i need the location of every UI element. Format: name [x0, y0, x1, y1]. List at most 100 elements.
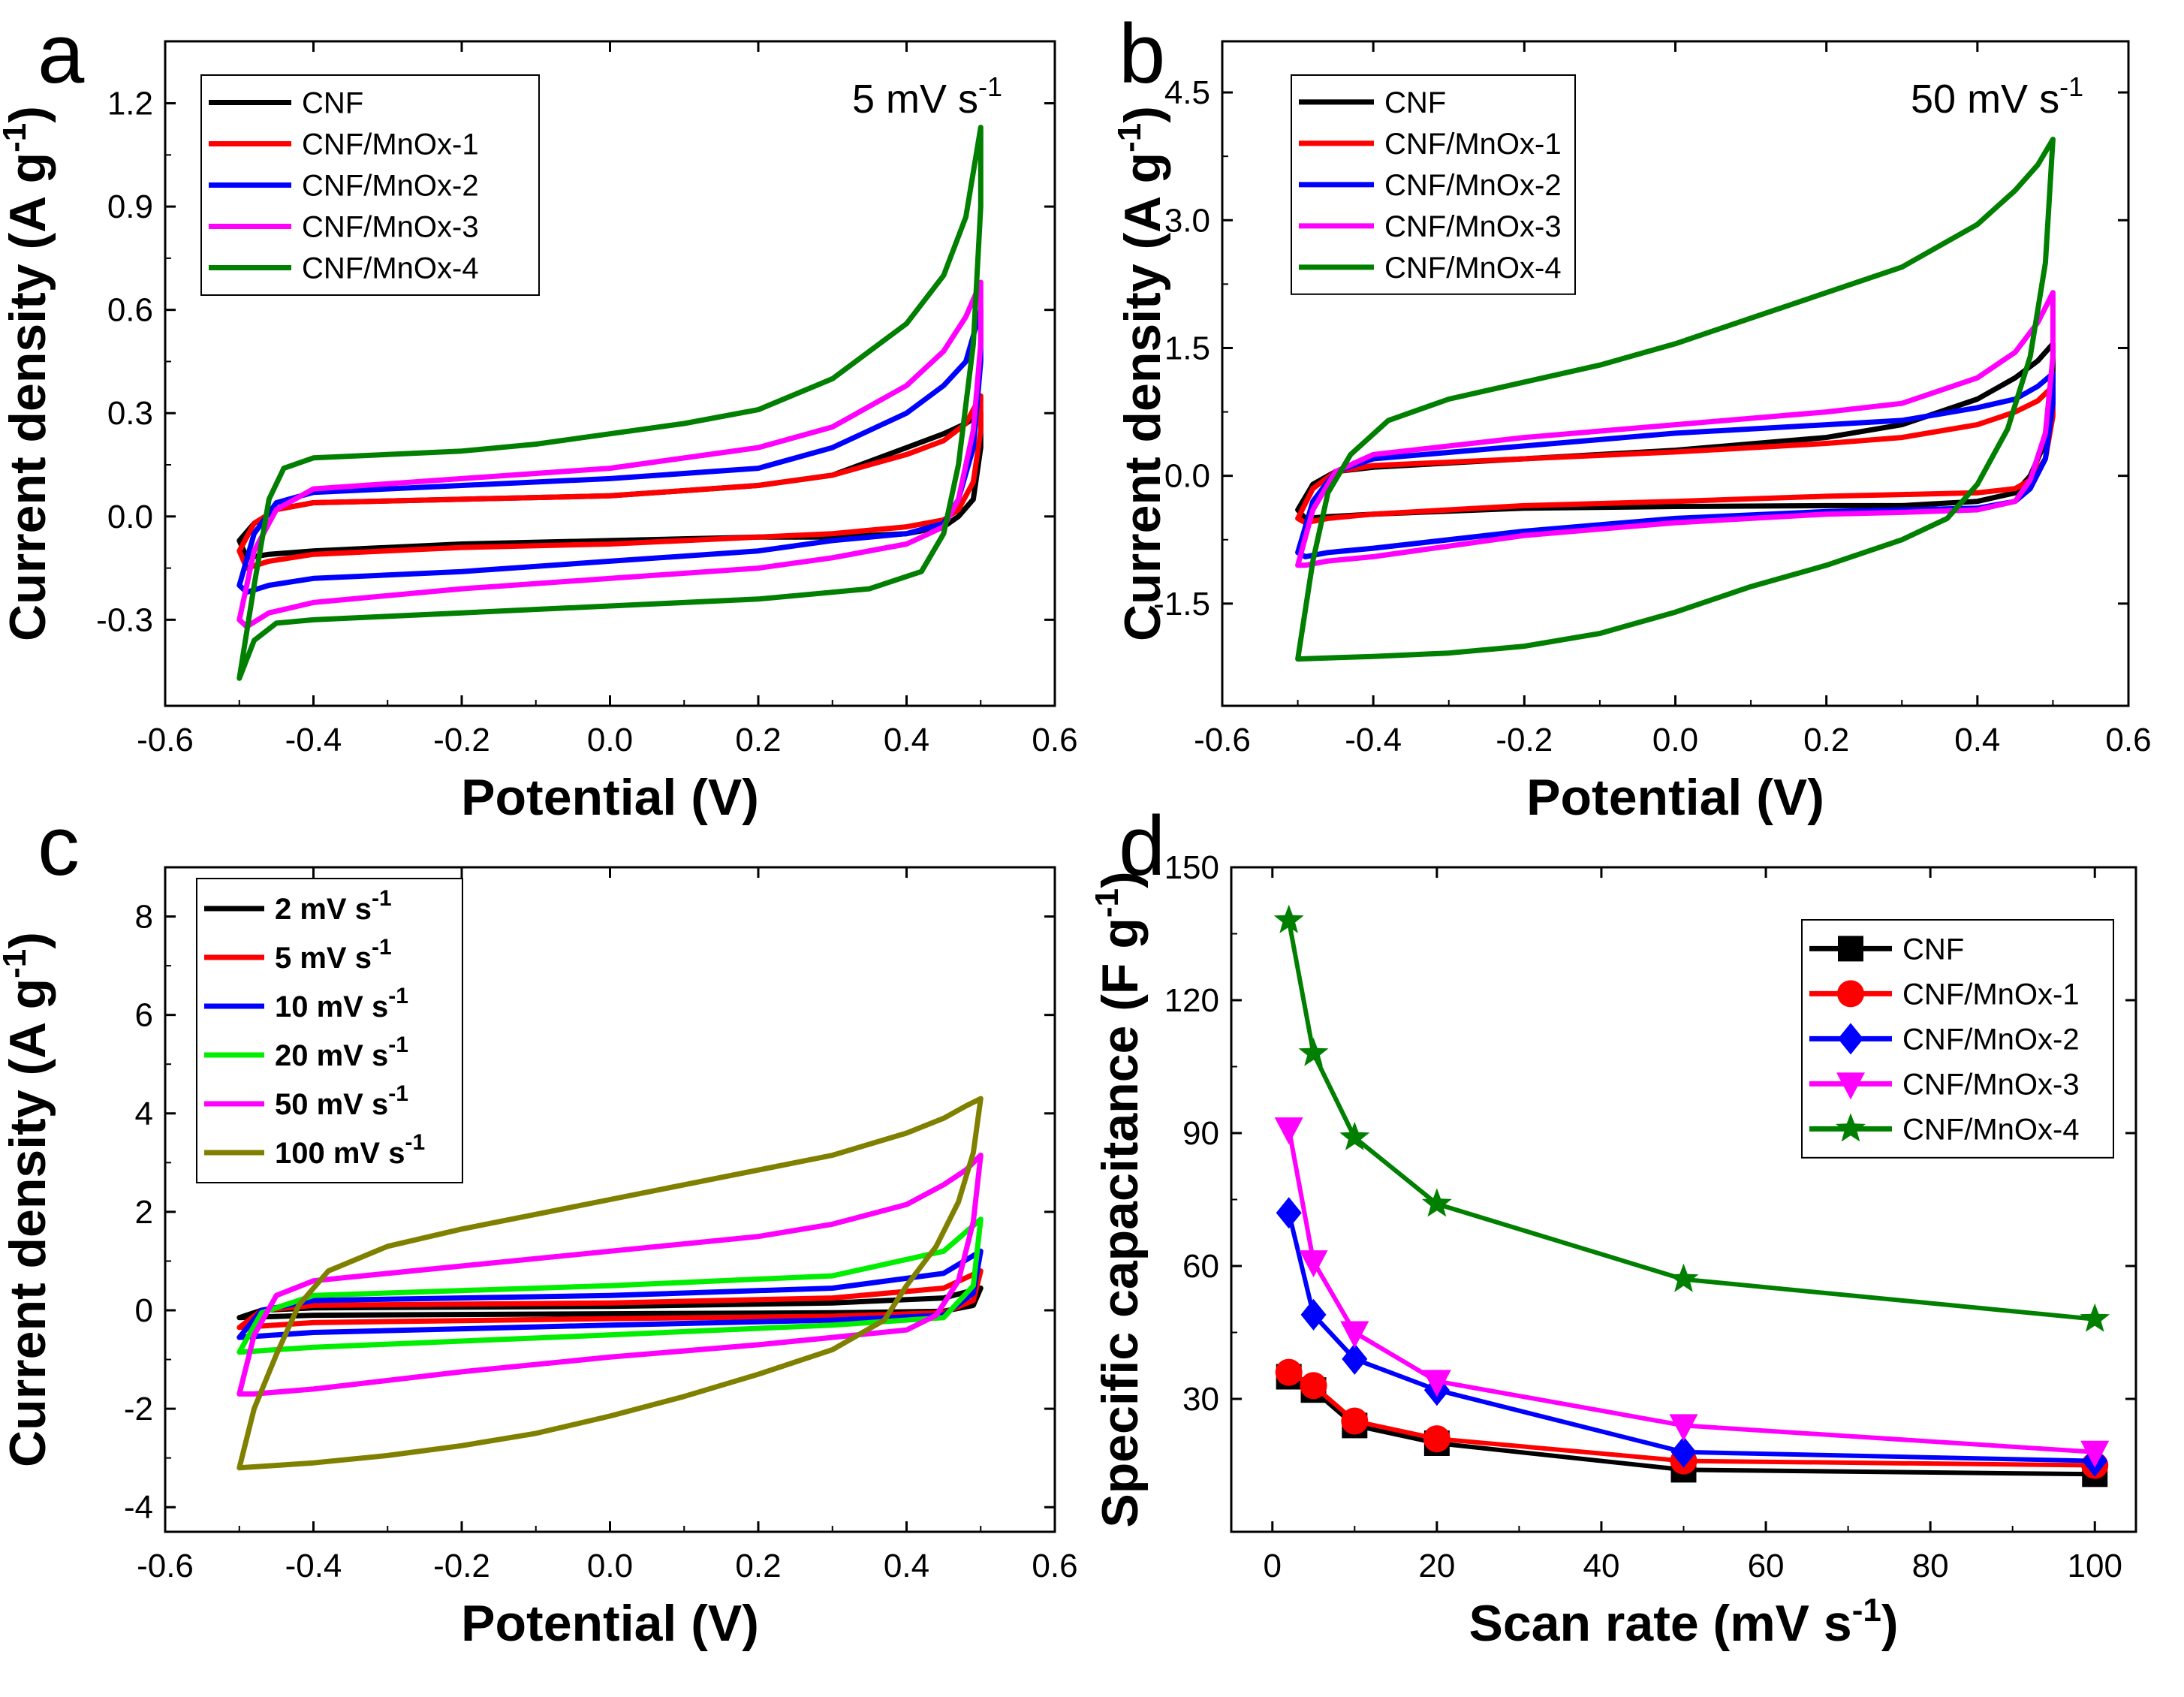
y-axis-title-end: ): [0, 932, 56, 949]
x-tick-label: 60: [1748, 1548, 1785, 1584]
y-axis-title-sup: -1: [1111, 123, 1148, 152]
legend-item: CNF/MnOx-1: [209, 128, 479, 161]
data-point: [1299, 1250, 1328, 1278]
panel-b: -0.6 -0.4 -0.2 0.0 0.2 0.4 0.6 -1.5 0.0 1.5 3.0 4.5…: [1111, 7, 2152, 826]
legend-label: 50 mV s-1: [275, 1081, 408, 1121]
series-cnf-mnox-4: [1295, 137, 2056, 662]
y-axis-title-text: Current density (A g: [0, 978, 56, 1467]
legend-label-text: CNF: [1902, 933, 1964, 966]
x-tick-label: 0.6: [1032, 722, 1077, 758]
x-tick-label: 0.2: [735, 1548, 781, 1584]
legend-label: CNF/MnOx-2: [1384, 169, 1562, 202]
y-tick-label: 90: [1182, 1115, 1219, 1152]
y-tick-label: 4.5: [1164, 74, 1210, 111]
legend-label-text: CNF/MnOx-4: [1902, 1113, 2080, 1146]
legend-label-text: CNF/MnOx-4: [1384, 252, 1562, 285]
data-point: [1275, 1358, 1303, 1386]
legend-label-text: 10 mV s: [275, 990, 388, 1023]
x-tick-label: -0.4: [285, 722, 342, 758]
data-point: [1273, 904, 1304, 933]
series-line: [236, 1216, 984, 1355]
x-axis-title-text: Potential (V): [461, 1595, 759, 1652]
data-point: [1274, 1117, 1303, 1145]
legend-label-sup: -1: [372, 935, 392, 960]
y-tick-label: 150: [1164, 849, 1219, 886]
data-point: [2080, 1303, 2110, 1332]
panel-letter: b: [1119, 7, 1165, 101]
y-tick-label: 0.3: [107, 395, 153, 432]
legend-label-text: CNF: [1384, 86, 1446, 119]
legend-label-text: 100 mV s: [275, 1137, 405, 1170]
series-20-mv-s: [236, 1216, 984, 1355]
legend-label-text: CNF/MnOx-3: [302, 211, 479, 244]
y-tick-label: -2: [124, 1391, 153, 1427]
legend: CNF CNF/MnOx-1 CNF/MnOx-2 CNF/MnOx-3 CNF/MnO…: [200, 74, 540, 296]
legend-item: CNF: [1299, 86, 1446, 119]
data-point: [1421, 1188, 1452, 1217]
x-tick-label: 20: [1418, 1548, 1455, 1584]
y-tick-label: 60: [1182, 1248, 1219, 1285]
legend-label-sup: -1: [388, 984, 408, 1008]
y-axis-title-end: ): [1092, 871, 1149, 888]
x-tick-label: 0: [1264, 1548, 1282, 1584]
data-point: [1340, 1321, 1369, 1349]
data-point: [1423, 1425, 1450, 1453]
data-point: [1300, 1372, 1327, 1400]
legend-label-text: CNF/MnOx-3: [1384, 210, 1562, 243]
legend-label: 100 mV s-1: [275, 1130, 425, 1170]
data-point: [1669, 1414, 1698, 1442]
y-tick-label: 0: [135, 1292, 153, 1329]
y-tick-label: 4: [135, 1096, 153, 1132]
legend-label-text: 5 mV s: [275, 942, 372, 975]
series-line: [1295, 137, 2056, 662]
y-axis-title-sup: -1: [1089, 888, 1125, 918]
series-line: [1295, 290, 2056, 568]
legend-item: CNF/MnOx-2: [209, 170, 479, 203]
x-tick-label: -0.6: [1194, 722, 1251, 758]
y-tick-label: -0.3: [96, 601, 153, 638]
y-tick-label: 2: [135, 1194, 153, 1231]
y-axis-title: Current density (A g-1): [0, 106, 56, 641]
x-tick-label: 0.2: [735, 722, 781, 758]
series-line: [236, 279, 984, 629]
legend-item: 2 mV s-1: [204, 886, 392, 926]
legend-item: CNF/MnOx-3: [1299, 210, 1562, 243]
y-tick-label: 120: [1164, 982, 1219, 1019]
panels: -0.6 -0.4 -0.2 0.0 0.2 0.4 0.6 -0.3 0.0 0.3 0.6 0.9…: [0, 7, 2152, 1652]
series-line: [236, 1248, 984, 1340]
x-tick-label: -0.6: [137, 1548, 194, 1584]
x-tick-label: 0.0: [587, 722, 633, 758]
x-axis-title: Potential (V): [461, 1595, 759, 1652]
data-point: [1339, 1121, 1370, 1150]
legend-label-text: 20 mV s: [275, 1039, 388, 1072]
series-10-mv-s: [236, 1248, 984, 1340]
legend-marker: [1837, 980, 1864, 1008]
x-tick-label: -0.2: [433, 1548, 490, 1584]
legend-item: CNF/MnOx-4: [209, 252, 479, 285]
x-tick-label: -0.2: [1496, 722, 1553, 758]
legend-label-sup: -1: [388, 1032, 408, 1057]
series-cnf-mnox-3: [236, 279, 984, 629]
legend-item: 20 mV s-1: [204, 1032, 408, 1072]
series-line: [236, 125, 984, 681]
y-tick-label: -1.5: [1153, 586, 1210, 622]
data-point: [1300, 1298, 1327, 1331]
legend-marker: [1838, 1023, 1863, 1055]
series-100-mv-s: [236, 1096, 984, 1471]
legend-item: CNF/MnOx-3: [209, 211, 479, 244]
x-axis-title-text: Scan rate (mV s: [1469, 1595, 1851, 1652]
legend-label-text: CNF/MnOx-1: [1384, 128, 1562, 161]
data-point: [1670, 1436, 1697, 1468]
legend-item: CNF/MnOx-2: [1299, 169, 1562, 202]
legend-label-text: CNF/MnOx-3: [1902, 1068, 2080, 1101]
legend-label: CNF: [1384, 86, 1446, 119]
legend-item: 100 mV s-1: [204, 1130, 425, 1170]
legend-label-sup: -1: [372, 886, 392, 911]
data-point: [1668, 1263, 1699, 1292]
legend-label: 20 mV s-1: [275, 1032, 408, 1072]
data-point: [1276, 1197, 1302, 1229]
y-axis-title: Current density (A g-1): [0, 932, 56, 1467]
annotation-sup: -1: [978, 71, 1002, 102]
series-cnf-mnox-3: [1274, 1117, 2110, 1468]
y-axis-title-text: Current density (A g: [1114, 152, 1171, 641]
